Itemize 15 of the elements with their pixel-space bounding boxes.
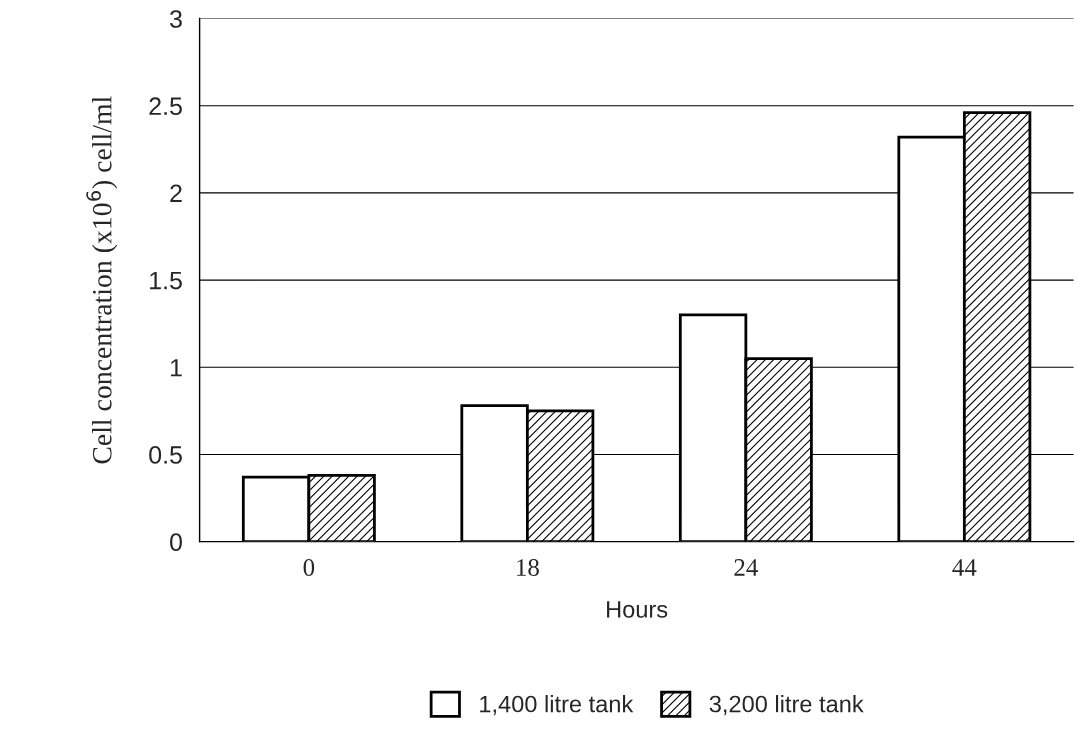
y-axis-title: Cell concentration (x10$^{6}$) cell/ml (86, 96, 118, 464)
legend-label: 3,200 litre tank (709, 695, 864, 716)
x-tick-label: 24 (734, 559, 758, 576)
y-tick-label: 1.5 (150, 271, 182, 290)
legend-label: 1,400 litre tank (480, 695, 634, 716)
y-tick-label: 2 (170, 184, 182, 202)
x-tick-label: 44 (952, 559, 977, 576)
y-tick-label: 1 (170, 359, 182, 377)
y-tick-label: 0.5 (149, 446, 182, 464)
x-tick-label: 18 (517, 559, 539, 576)
y-tick-label: 3 (170, 10, 182, 28)
x-tick-label: 0 (303, 559, 315, 576)
x-axis-title: Hours (607, 601, 668, 618)
y-tick-label: 2.5 (149, 97, 182, 116)
y-tick-label: 0 (170, 533, 182, 551)
